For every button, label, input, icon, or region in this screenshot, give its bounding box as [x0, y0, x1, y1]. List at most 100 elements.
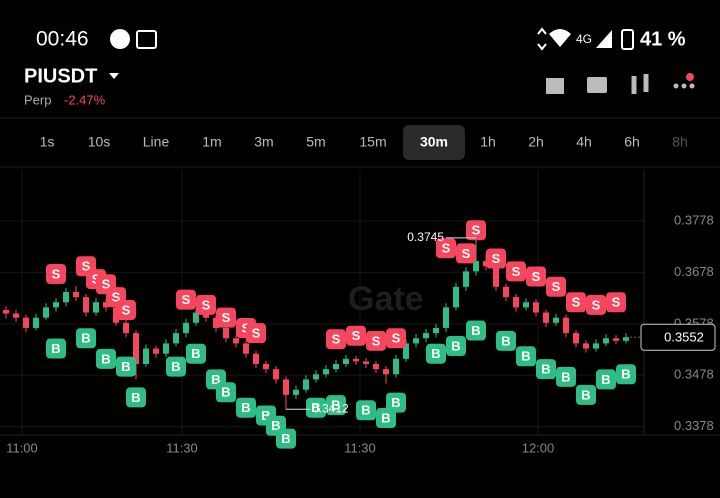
trade-marker — [116, 299, 136, 320]
candle-body — [263, 363, 269, 370]
trade-marker — [46, 263, 66, 284]
trade-marker — [366, 330, 386, 351]
trade-marker — [436, 238, 456, 259]
timeframe-tab[interactable]: 3m — [254, 134, 273, 150]
network-type: 4G — [576, 32, 592, 46]
timeframe-tab[interactable]: 5m — [306, 134, 325, 150]
candle-body — [13, 313, 19, 318]
trade-marker-label: B — [241, 400, 250, 415]
symbol-dropdown[interactable] — [109, 73, 119, 79]
timeframe-tab[interactable]: 1s — [40, 134, 55, 150]
candle-body — [433, 327, 439, 334]
timeframe-tab[interactable]: 10s — [88, 134, 111, 150]
y-tick-label: 0.3778 — [674, 212, 714, 227]
candle-body — [393, 358, 399, 375]
trade-marker — [456, 243, 476, 264]
trade-marker-label: B — [131, 390, 140, 405]
candle-body — [283, 379, 289, 395]
trade-marker — [76, 328, 96, 349]
trade-marker — [446, 335, 466, 356]
trade-marker — [556, 366, 576, 387]
calendar-icon — [136, 30, 157, 49]
x-tick-label: 12:00 — [522, 440, 555, 455]
gift-icon[interactable] — [546, 78, 564, 94]
trade-marker — [116, 356, 136, 377]
timeframe-tab[interactable]: 1h — [480, 134, 496, 150]
symbol[interactable]: PIUSDT — [24, 65, 97, 87]
timeframe-tab[interactable]: 1m — [202, 134, 221, 150]
trade-marker-label: S — [102, 277, 111, 292]
data-arrows — [537, 27, 547, 51]
trade-marker — [236, 397, 256, 418]
indicator-icon[interactable] — [631, 74, 649, 94]
candle-body — [173, 333, 179, 344]
timeframe-tab[interactable]: 8h — [672, 134, 688, 150]
trade-marker-label: S — [202, 297, 211, 312]
trade-marker-label: B — [101, 351, 110, 366]
candle-body — [163, 343, 169, 354]
candle-body — [593, 343, 599, 349]
timeframe-tab[interactable]: 4h — [576, 134, 592, 150]
trade-marker-label: S — [472, 223, 481, 238]
candle-body — [183, 322, 189, 334]
more-icon[interactable] — [689, 83, 695, 89]
trade-marker-label: S — [52, 266, 61, 281]
trade-marker-label: B — [541, 362, 550, 377]
candle-body — [253, 353, 259, 364]
candle-body — [53, 302, 59, 308]
trade-marker-label: B — [121, 359, 130, 374]
last-price-box — [640, 323, 716, 351]
candle-body — [343, 358, 349, 364]
candle-body — [153, 348, 159, 354]
candle-body — [243, 343, 249, 354]
trade-marker-label: B — [601, 372, 610, 387]
trade-marker — [376, 408, 396, 429]
trade-marker-label: S — [112, 290, 121, 305]
product: Perp — [24, 92, 51, 107]
trade-marker — [126, 387, 146, 408]
candle-body — [423, 333, 429, 339]
candle-body — [583, 343, 589, 349]
more-icon[interactable] — [681, 83, 687, 89]
timeframe-tab[interactable]: Line — [143, 134, 170, 150]
messenger-icon — [110, 29, 130, 49]
tab-highlight — [403, 125, 465, 160]
trade-marker-label: B — [621, 367, 630, 382]
timeframe-tab[interactable]: 6h — [624, 134, 640, 150]
trade-marker-label: B — [521, 349, 530, 364]
timeframe-tab[interactable]: 15m — [359, 134, 386, 150]
trade-marker-label: B — [81, 331, 90, 346]
candle-body — [143, 348, 149, 364]
timeframe-tab[interactable]: 30m — [420, 134, 448, 150]
battery-icon — [621, 29, 634, 50]
candle-body — [383, 369, 389, 375]
price-change: -2.47% — [64, 92, 106, 107]
trade-marker — [386, 328, 406, 349]
trade-marker — [566, 292, 586, 313]
trade-marker — [546, 276, 566, 297]
timeframe-tab[interactable]: 2h — [528, 134, 544, 150]
high-label: 0.3745 — [407, 230, 444, 244]
trade-marker — [516, 346, 536, 367]
candle-body — [373, 363, 379, 370]
trade-marker-label: B — [281, 431, 290, 446]
trade-marker — [596, 369, 616, 390]
trade-marker-label: B — [451, 338, 460, 353]
trade-marker — [586, 294, 606, 315]
trade-marker-label: B — [261, 408, 270, 423]
trade-marker — [506, 261, 526, 282]
trade-marker-label: S — [122, 302, 131, 317]
trade-marker — [176, 289, 196, 310]
candle-body — [293, 389, 299, 395]
more-icon[interactable] — [673, 83, 679, 89]
trade-marker-label: S — [552, 279, 561, 294]
trade-marker-label: S — [392, 331, 401, 346]
trade-marker — [386, 392, 406, 413]
candle-body — [323, 369, 329, 375]
y-tick-label: 0.3678 — [674, 264, 714, 279]
candle-body — [83, 297, 89, 313]
trade-marker-label: B — [361, 403, 370, 418]
chart-icon[interactable] — [587, 77, 607, 93]
candle-body — [623, 337, 629, 341]
candle-body — [23, 317, 29, 328]
